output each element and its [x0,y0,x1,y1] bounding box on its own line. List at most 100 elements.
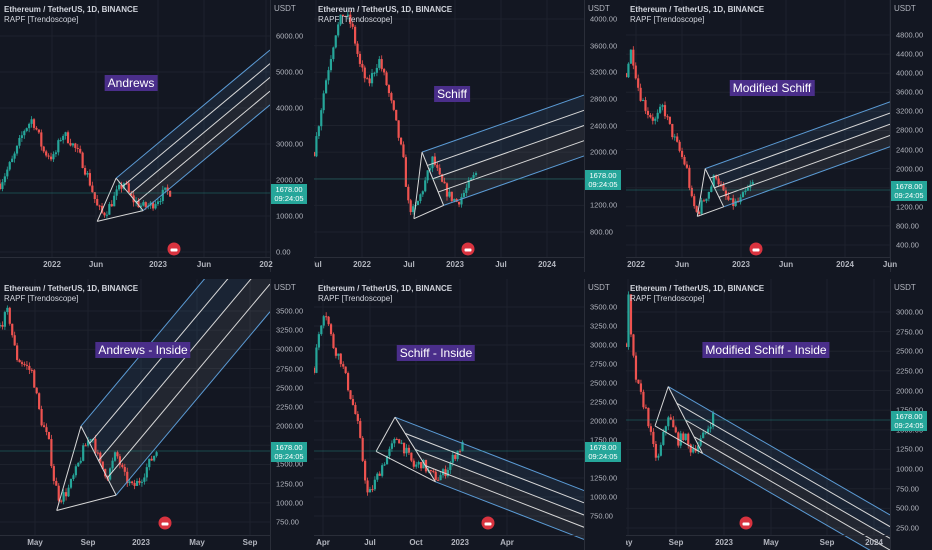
y-tick-label: 1500.00 [276,459,304,469]
candle [467,180,470,188]
candle [332,47,335,60]
candle [381,465,384,476]
candle [71,143,74,146]
candle [341,14,345,17]
candle [28,123,31,129]
candle [378,473,381,476]
last-price-value: 1678.00 [589,171,617,180]
candle [644,100,647,111]
chart-header: Ethereum / TetherUS, 1D, BINANCE RAPF [Tr… [630,5,764,25]
candle [383,69,386,73]
candle [659,106,662,113]
candle [83,168,87,175]
candle [49,156,53,160]
candle [8,307,11,324]
candle [662,431,665,445]
y-tick-label: 3000.00 [276,139,304,149]
y-tick-label: 1200.00 [590,200,618,210]
x-tick-label: 2023 [149,260,167,269]
fork-upper-fill [705,101,890,188]
y-tick-label: 2250.00 [590,397,618,407]
candle [457,201,461,205]
candle [135,480,139,486]
fork-pivot-line [696,168,706,217]
price-plot[interactable] [314,0,625,272]
candle [673,136,676,138]
y-tick-label: 2250.00 [896,366,924,376]
candle [704,432,707,434]
candle [433,156,436,165]
chart-panel[interactable]: Ethereum / TetherUS, 1D, BINANCE RAPF [Tr… [626,0,932,272]
candle [128,481,131,484]
y-tick-label: 1000.00 [590,492,618,502]
candle [57,485,60,501]
price-plot[interactable] [626,0,932,272]
candle [8,162,11,170]
fork-type-label: Schiff [434,86,470,102]
fork-quarter-line [427,109,585,166]
candle [465,187,468,193]
candle [161,189,164,202]
candle [74,143,77,148]
candle [324,80,328,94]
chart-panel[interactable]: Ethereum / TetherUS, 1D, BINANCE RAPF [Tr… [626,279,932,550]
candle [719,184,723,186]
candle [351,399,355,405]
candle [16,345,19,360]
candle [142,202,145,206]
candle [349,390,352,400]
candle [35,127,38,130]
candle [402,144,405,158]
candle [342,364,345,367]
candle [404,157,407,187]
price-plot[interactable] [314,279,625,550]
candle [416,200,420,206]
candle [634,355,638,380]
x-tick-label: 2024 [538,260,556,269]
candle [460,196,463,205]
candle [739,197,742,203]
price-plot[interactable] [0,279,313,550]
candle [320,325,323,335]
candle [40,408,43,426]
y-tick-label: 750.00 [590,511,613,521]
candle [325,316,328,318]
chart-panel[interactable]: Ethereum / TetherUS, 1D, BINANCE RAPF [Tr… [314,279,625,550]
candle [315,347,318,373]
candle [380,59,383,70]
candle [89,439,92,441]
candle [40,132,43,147]
candle [400,442,403,444]
candle [110,204,113,207]
candle [627,63,630,78]
candle [390,93,393,101]
chart-panel[interactable]: Ethereum / TetherUS, 1D, BINANCE RAPF [Tr… [0,0,313,272]
x-tick-label: Sep [819,538,835,547]
candle [695,206,698,212]
candle [368,489,372,493]
y-tick-label: 500.00 [896,503,919,513]
candle [130,192,133,196]
candle [322,316,325,326]
price-plot[interactable] [0,0,313,272]
candle [697,445,700,452]
candle [105,214,109,216]
candle [42,425,46,428]
chart-panel[interactable]: Ethereum / TetherUS, 1D, BINANCE RAPF [Tr… [314,0,625,272]
x-tick-label: Jun [196,260,212,269]
price-plot[interactable] [626,279,932,550]
indicator-name: RAPF [Trendoscope] [4,294,79,303]
candle [120,184,123,189]
candle [52,154,55,160]
chart-panel[interactable]: Ethereum / TetherUS, 1D, BINANCE RAPF [Tr… [0,279,313,550]
candle [59,140,62,142]
candle [684,433,687,441]
candle [20,362,24,364]
candle [18,137,21,146]
candle [55,480,58,486]
y-tick-label: 1250.00 [896,444,924,454]
candle [346,373,350,391]
candle [441,174,444,182]
y-tick-label: 2800.00 [590,94,618,104]
symbol-title: Ethereum / TetherUS, 1D, BINANCE [318,284,453,293]
